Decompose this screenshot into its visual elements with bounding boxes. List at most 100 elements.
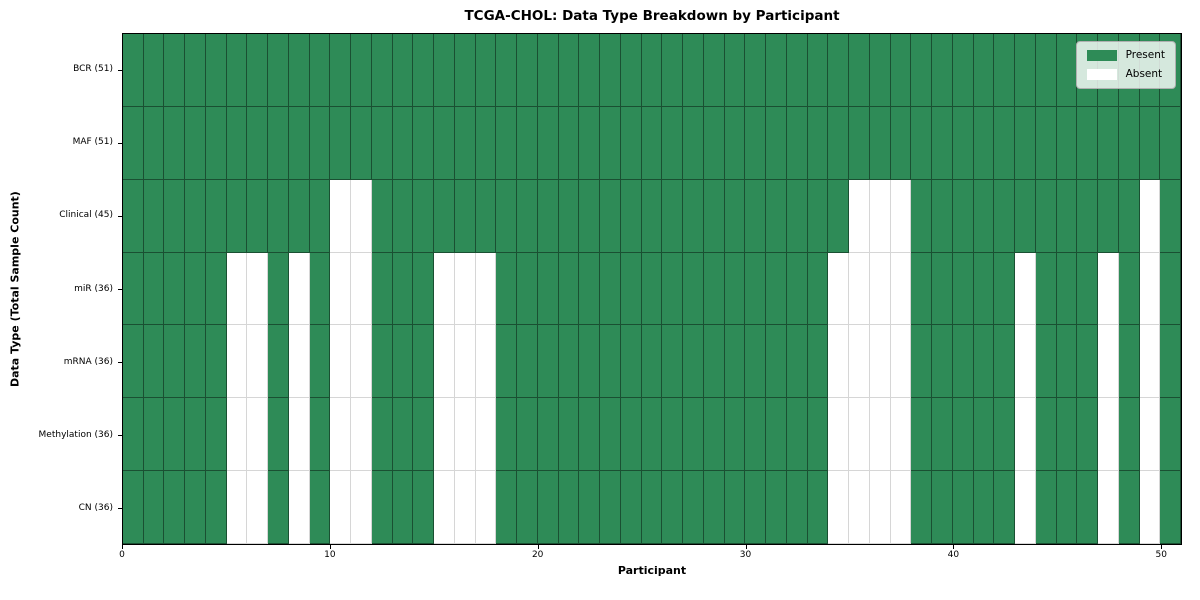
legend: Present Absent	[1075, 41, 1176, 89]
heatmap-cell-mRNA-33	[807, 325, 829, 399]
heatmap-cell-Methylation-1	[143, 398, 165, 472]
heatmap-cell-miR-37	[890, 252, 912, 326]
heatmap-cell-BCR-28	[703, 34, 725, 107]
heatmap-cell-Clinical-32	[786, 179, 808, 253]
heatmap-cell-MAF-21	[558, 106, 580, 180]
heatmap-cell-miR-6	[247, 252, 269, 326]
heatmap-cell-mRNA-9	[309, 325, 331, 399]
heatmap-cell-MAF-41	[973, 106, 995, 180]
heatmap-cell-Clinical-17	[475, 179, 497, 253]
y-tick-label-Clinical: Clinical (45)	[59, 210, 113, 221]
heatmap-cell-BCR-19	[517, 34, 538, 107]
heatmap-cell-miR-21	[558, 252, 580, 326]
heatmap-cell-Methylation-45	[1056, 398, 1078, 472]
heatmap-cell-CN-8	[288, 471, 310, 544]
heatmap-cell-CN-23	[600, 471, 621, 544]
heatmap-cell-CN-16	[454, 471, 476, 544]
heatmap-cell-Clinical-49	[1139, 179, 1161, 253]
heatmap-cell-miR-19	[517, 252, 538, 326]
heatmap-cell-CN-0	[123, 471, 144, 544]
heatmap-cell-CN-9	[309, 471, 331, 544]
heatmap-cell-miR-27	[683, 252, 704, 326]
heatmap-cell-Methylation-5	[226, 398, 248, 472]
heatmap-cell-BCR-20	[537, 34, 559, 107]
heatmap-cell-Clinical-38	[911, 179, 933, 253]
legend-label-present: Present	[1125, 49, 1165, 61]
heatmap-cell-CN-33	[807, 471, 829, 544]
heatmap-cell-Clinical-25	[641, 179, 663, 253]
heatmap-cell-miR-39	[932, 252, 953, 326]
y-tick-label-miR: miR (36)	[74, 283, 113, 294]
heatmap-cell-Methylation-7	[268, 398, 289, 472]
heatmap-cell-BCR-11	[351, 34, 372, 107]
heatmap-cell-Methylation-40	[952, 398, 974, 472]
heatmap-cell-miR-33	[807, 252, 829, 326]
heatmap-cell-Clinical-31	[766, 179, 787, 253]
heatmap-cell-miR-10	[330, 252, 352, 326]
heatmap-cell-BCR-4	[205, 34, 227, 107]
heatmap-cell-mRNA-24	[620, 325, 642, 399]
y-tick-mark	[118, 508, 122, 510]
legend-swatch-present	[1086, 50, 1117, 61]
heatmap-cell-BCR-14	[413, 34, 435, 107]
y-tick-label-MAF: MAF (51)	[72, 137, 113, 148]
y-tick-mark	[118, 435, 122, 437]
heatmap-cell-BCR-22	[579, 34, 601, 107]
heatmap-cell-miR-28	[703, 252, 725, 326]
heatmap-cell-MAF-39	[932, 106, 953, 180]
heatmap-cell-Methylation-25	[641, 398, 663, 472]
heatmap-cell-mRNA-18	[496, 325, 518, 399]
heatmap-cell-miR-2	[164, 252, 186, 326]
heatmap-cell-mRNA-49	[1139, 325, 1161, 399]
heatmap-cell-mRNA-36	[869, 325, 891, 399]
heatmap-cell-CN-18	[496, 471, 518, 544]
heatmap-cell-mRNA-16	[454, 325, 476, 399]
heatmap-cell-Clinical-48	[1118, 179, 1140, 253]
heatmap-cell-MAF-37	[890, 106, 912, 180]
heatmap-cell-mRNA-39	[932, 325, 953, 399]
heatmap-cell-mRNA-40	[952, 325, 974, 399]
heatmap-cell-Methylation-2	[164, 398, 186, 472]
heatmap-cell-mRNA-3	[185, 325, 206, 399]
heatmap-cell-miR-31	[766, 252, 787, 326]
heatmap-cell-BCR-15	[434, 34, 455, 107]
heatmap-cell-miR-24	[620, 252, 642, 326]
heatmap-cell-Clinical-43	[1015, 179, 1036, 253]
heatmap-cell-miR-42	[994, 252, 1016, 326]
heatmap-cell-Clinical-9	[309, 179, 331, 253]
heatmap-cell-BCR-37	[890, 34, 912, 107]
heatmap-cell-BCR-13	[392, 34, 414, 107]
heatmap-cell-Methylation-19	[517, 398, 538, 472]
heatmap-cell-Clinical-18	[496, 179, 518, 253]
heatmap-cell-CN-14	[413, 471, 435, 544]
heatmap-cell-mRNA-29	[724, 325, 746, 399]
heatmap-cell-miR-4	[205, 252, 227, 326]
heatmap-cell-Methylation-46	[1077, 398, 1099, 472]
heatmap-cell-Clinical-42	[994, 179, 1016, 253]
heatmap-cell-mRNA-4	[205, 325, 227, 399]
heatmap-cell-MAF-16	[454, 106, 476, 180]
heatmap-cell-Methylation-32	[786, 398, 808, 472]
y-tick-mark	[118, 289, 122, 290]
heatmap-cell-miR-30	[745, 252, 767, 326]
heatmap-cell-Methylation-28	[703, 398, 725, 472]
heatmap-cell-CN-28	[703, 471, 725, 544]
heatmap-cell-Clinical-3	[185, 179, 206, 253]
heatmap-cell-Clinical-16	[454, 179, 476, 253]
x-tick-label: 50	[1155, 550, 1167, 560]
heatmap-cell-BCR-3	[185, 34, 206, 107]
heatmap-cell-miR-45	[1056, 252, 1078, 326]
heatmap-cell-mRNA-26	[662, 325, 684, 399]
heatmap-cell-miR-9	[309, 252, 331, 326]
chart-title: TCGA-CHOL: Data Type Breakdown by Partic…	[464, 8, 840, 24]
heatmap-cell-CN-4	[205, 471, 227, 544]
heatmap-cell-MAF-6	[247, 106, 269, 180]
heatmap-cell-MAF-0	[123, 106, 144, 180]
heatmap-cell-mRNA-19	[517, 325, 538, 399]
heatmap-cell-MAF-18	[496, 106, 518, 180]
x-tick-mark	[329, 545, 331, 549]
heatmap-cell-MAF-42	[994, 106, 1016, 180]
heatmap-cell-Methylation-36	[869, 398, 891, 472]
x-tick-mark	[953, 545, 955, 549]
